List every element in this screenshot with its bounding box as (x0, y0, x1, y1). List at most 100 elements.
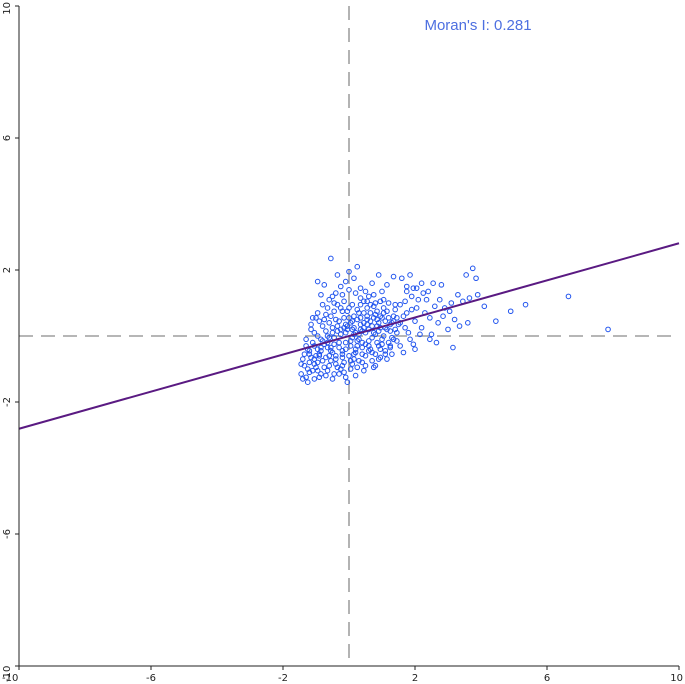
data-point (387, 344, 394, 351)
data-point (316, 318, 323, 324)
data-point (304, 379, 311, 386)
data-point (455, 291, 461, 298)
data-point (446, 308, 453, 315)
data-point (407, 272, 413, 278)
data-point (336, 318, 342, 324)
data-point (403, 283, 410, 290)
x-tick-label: 2 (412, 673, 418, 684)
data-point (319, 301, 326, 308)
data-point (382, 318, 389, 324)
data-point (356, 357, 362, 364)
data-point (375, 356, 382, 362)
data-point (362, 288, 369, 295)
data-point (326, 362, 333, 369)
data-point (423, 296, 430, 303)
data-point (324, 333, 331, 339)
data-point (469, 265, 476, 272)
x-tick-label: -6 (146, 673, 156, 684)
data-point (352, 346, 359, 353)
data-point (328, 313, 334, 320)
data-point (605, 326, 611, 333)
data-point (466, 295, 473, 301)
data-point (410, 341, 417, 348)
data-point (319, 357, 326, 364)
data-point (377, 313, 384, 320)
data-point (399, 275, 405, 282)
data-point (331, 341, 337, 348)
data-point (326, 320, 333, 326)
data-point (364, 313, 370, 320)
data-point (328, 344, 334, 351)
data-point (337, 283, 344, 290)
data-point (346, 353, 352, 359)
data-point (473, 275, 479, 282)
data-point (328, 348, 334, 354)
y-tick-label: -2 (2, 397, 13, 407)
data-point (309, 339, 316, 346)
y-tick-label: 2 (2, 267, 13, 273)
data-point (323, 311, 329, 318)
data-point (314, 333, 321, 339)
data-point (412, 318, 418, 324)
data-point (316, 374, 323, 381)
data-point (316, 353, 323, 359)
data-point (370, 329, 377, 336)
data-point (349, 361, 356, 367)
x-tick-label: -10 (2, 673, 18, 684)
data-point (298, 371, 304, 377)
data-point (359, 339, 366, 346)
data-point (341, 359, 347, 366)
data-point (336, 371, 342, 377)
data-point (372, 300, 379, 306)
data-point (361, 298, 367, 305)
data-point (408, 293, 415, 300)
data-point (394, 315, 400, 321)
data-point (418, 324, 425, 331)
data-point (329, 324, 336, 331)
data-point (349, 318, 356, 324)
x-tick-label: 6 (544, 673, 550, 684)
data-point (413, 305, 420, 311)
data-point (342, 329, 349, 336)
data-point (402, 298, 408, 305)
data-point (326, 353, 333, 359)
data-point (440, 313, 446, 320)
data-point (306, 359, 313, 366)
data-point (351, 356, 357, 362)
data-point (333, 361, 339, 367)
data-point (321, 364, 328, 371)
data-point (309, 315, 316, 321)
data-point (430, 280, 436, 287)
data-point (314, 310, 321, 316)
data-point (346, 315, 352, 321)
data-point (346, 268, 352, 275)
data-point (337, 305, 344, 311)
data-point (382, 351, 389, 357)
data-point (405, 329, 412, 336)
data-point (407, 336, 413, 343)
data-point (321, 282, 328, 288)
data-point (367, 310, 374, 316)
data-point (349, 326, 356, 333)
data-point (331, 308, 337, 315)
data-point (438, 282, 445, 288)
data-point (339, 291, 346, 298)
data-point (394, 338, 400, 344)
data-point (369, 280, 375, 287)
data-point (351, 324, 357, 331)
data-point (389, 351, 395, 357)
data-point (329, 376, 336, 382)
regression-line (18, 242, 680, 430)
data-point (400, 349, 407, 356)
data-point (403, 310, 410, 316)
data-point (334, 272, 341, 278)
data-point (384, 356, 390, 362)
x-tick-label: -2 (278, 673, 288, 684)
data-point (370, 291, 377, 298)
data-point (377, 298, 384, 305)
data-point (364, 298, 370, 305)
data-point (385, 339, 392, 346)
data-point (465, 320, 471, 326)
data-point (298, 361, 304, 367)
